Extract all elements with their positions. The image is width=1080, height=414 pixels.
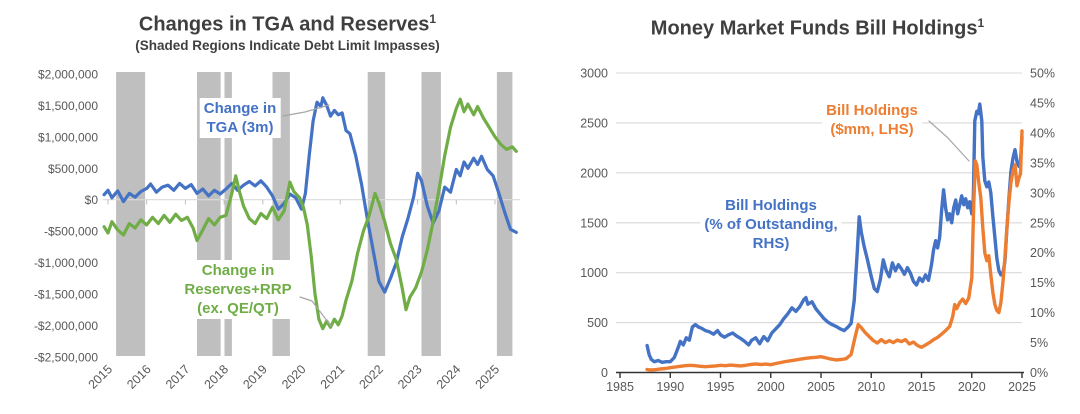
annotation-bill-holdings-rhs: Bill Holdings (% of Outstanding, RHS) <box>700 195 842 254</box>
mmf-chart-title: Money Market Funds Bill Holdings1 <box>650 16 985 40</box>
rhs-axis-label: 25% <box>1030 216 1055 230</box>
y-axis-label: $1,500,000 <box>38 99 98 113</box>
y-axis-label: -$2,500,000 <box>34 350 98 364</box>
rhs-axis-label: 50% <box>1030 67 1055 81</box>
rhs-axis-label: 15% <box>1030 276 1055 290</box>
x-axis-label: 1995 <box>707 380 735 394</box>
rhs-axis-label: 20% <box>1030 246 1055 260</box>
impasse-shaded-region <box>116 72 146 356</box>
x-axis-label: 2005 <box>807 380 835 394</box>
lhs-axis-label: 0 <box>601 366 608 380</box>
lhs-axis-label: 1000 <box>580 266 608 280</box>
x-axis-label: 2022 <box>356 362 386 392</box>
y-axis-label: -$1,000,000 <box>34 256 98 270</box>
x-axis-label: 2024 <box>434 362 464 392</box>
lhs-axis-label: 1500 <box>580 216 608 230</box>
rhs-axis-label: 30% <box>1030 186 1055 200</box>
rhs-axis-label: 0% <box>1030 366 1048 380</box>
y-axis-label: $1,000,000 <box>38 130 98 144</box>
y-axis-label: $2,000,000 <box>38 67 98 81</box>
y-axis-label: $500,000 <box>48 162 98 176</box>
x-axis-label: 2000 <box>757 380 785 394</box>
footnote-marker: 1 <box>977 16 985 30</box>
x-axis-label: 2021 <box>318 362 348 392</box>
y-axis-label: -$2,000,000 <box>34 319 98 333</box>
annotation-change-in-reserves: Change in Reserves+RRP (ex. QE/QT) <box>180 260 296 319</box>
reserves-line <box>102 97 518 331</box>
rhs-axis-label: 40% <box>1030 126 1055 140</box>
x-axis-label: 1985 <box>606 380 634 394</box>
y-axis-label: $0 <box>85 193 99 207</box>
x-axis-label: 2016 <box>124 362 154 392</box>
rhs-axis-label: 45% <box>1030 96 1055 110</box>
x-axis-label: 2019 <box>240 362 270 392</box>
tga-chart-title-block: Changes in TGA and Reserves1 (Shaded Reg… <box>30 8 545 53</box>
tga-chart-title: Changes in TGA and Reserves1 <box>138 12 437 36</box>
annotation-leader-line <box>299 296 332 327</box>
annotation-leader-line <box>928 120 970 162</box>
annotation-change-in-tga: Change in TGA (3m) <box>199 98 281 138</box>
bill-holdings-line <box>645 129 1024 372</box>
y-axis-label: -$1,500,000 <box>34 288 98 302</box>
rhs-axis-label: 10% <box>1030 306 1055 320</box>
mmf-bill-holdings-plot: 3000 2500 2000 1500 1000 500 0 50% 45% 40% 35% 30% 2… <box>580 67 1055 395</box>
impasse-shaded-region <box>224 72 232 356</box>
lhs-axis-label: 2000 <box>580 166 608 180</box>
rhs-axis-label: 35% <box>1030 156 1055 170</box>
lhs-axis-label: 2500 <box>580 116 608 130</box>
x-axis-label: 2010 <box>857 380 885 394</box>
tga-line <box>102 96 518 294</box>
x-axis-label: 2017 <box>163 362 193 392</box>
annotation-bill-holdings-lhs: Bill Holdings ($mm, LHS) <box>822 100 922 140</box>
mmf-chart-title-block: Money Market Funds Bill Holdings1 <box>580 12 1055 40</box>
x-axis-label: 2025 <box>1008 380 1036 394</box>
x-axis-label: 2020 <box>958 380 986 394</box>
x-axis-label: 2023 <box>395 362 425 392</box>
lhs-axis-label: 500 <box>587 316 608 330</box>
x-axis-label: 2020 <box>279 362 309 392</box>
tga-chart-subtitle: (Shaded Regions Indicate Debt Limit Impa… <box>135 37 440 53</box>
annotation-leader-line <box>282 104 330 117</box>
x-axis-label: 1990 <box>656 380 684 394</box>
rhs-axis-label: 5% <box>1030 336 1048 350</box>
x-axis-label: 2018 <box>202 362 232 392</box>
y-axis-label: -$500,000 <box>44 225 98 239</box>
pct-outstanding-line <box>645 102 1024 364</box>
x-axis-label: 2015 <box>908 380 936 394</box>
x-axis-label: 2025 <box>473 362 503 392</box>
lhs-axis-label: 3000 <box>580 67 608 81</box>
footnote-marker: 1 <box>429 12 437 26</box>
x-axis-label: 2015 <box>86 362 116 392</box>
